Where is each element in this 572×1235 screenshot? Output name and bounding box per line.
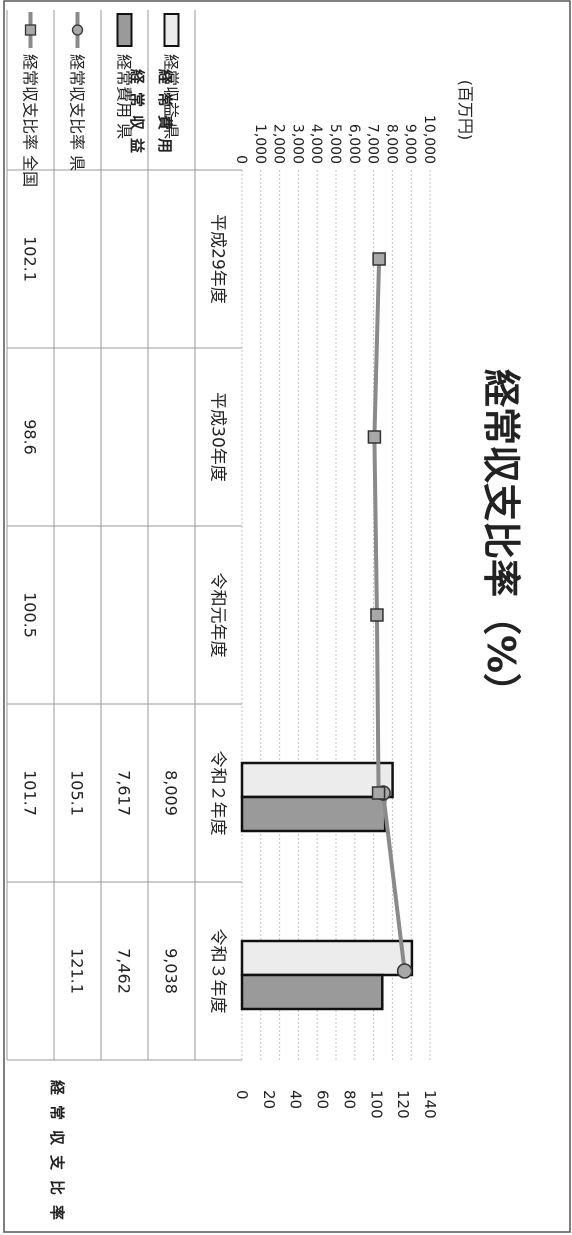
- y-left-label-revenue: 経常収益: [128, 69, 146, 161]
- point-ratio-national: [371, 786, 386, 800]
- y-left-unit: (百万円): [456, 80, 475, 141]
- y-right-tick-label: 20: [260, 1090, 278, 1109]
- bar-revenue: [240, 761, 394, 799]
- category-label: 平成29年度: [208, 214, 228, 304]
- y-right-tick-label: 140: [421, 1090, 439, 1119]
- data-label: 98.6: [21, 419, 40, 455]
- point-ratio-national: [372, 252, 386, 266]
- data-label: 102.1: [21, 236, 40, 282]
- category-label: 令和３年度: [208, 929, 228, 1014]
- y-right-tick-label: 100: [367, 1090, 385, 1119]
- point-ratio-prefecture: [396, 963, 413, 979]
- bar-cost: [240, 795, 387, 833]
- data-label: 9,038: [162, 948, 181, 994]
- category-label: 令和２年度: [208, 751, 228, 836]
- y-right-tick-label: 120: [394, 1090, 412, 1119]
- legend-swatch: [163, 13, 180, 47]
- y-left-label-cost: 経常費用: [156, 69, 174, 161]
- legend-label: 経常収支比率 県: [68, 54, 87, 171]
- line-series: [367, 252, 413, 979]
- point-ratio-national: [370, 608, 384, 622]
- bar-cost: [240, 973, 384, 1011]
- y-left-ticks: 10,0009,0008,0007,0006,0005,0004,0003,00…: [233, 115, 437, 164]
- legend-swatch: [116, 13, 133, 47]
- data-label: 101.7: [21, 770, 40, 816]
- y-left-tick-label: 4,000: [308, 124, 324, 164]
- data-label: 7,617: [115, 770, 134, 816]
- y-left-tick-label: 8,000: [383, 124, 399, 164]
- y-left-tick-label: 10,000: [421, 115, 437, 164]
- data-label: 121.1: [68, 948, 87, 994]
- y-right-tick-label: 80: [340, 1090, 358, 1109]
- category-label: 平成30年度: [208, 392, 228, 482]
- bar-revenue: [240, 939, 414, 977]
- grid-lines: [241, 170, 431, 1060]
- y-left-tick-label: 0: [233, 155, 249, 164]
- legend-marker: [71, 24, 84, 36]
- y-right-ticks: 140 120 100 80 60 40 20 0: [233, 1090, 439, 1119]
- data-label: 8,009: [162, 770, 181, 816]
- y-left-tick-label: 3,000: [289, 124, 305, 164]
- y-right-label: 経常収支比率: [48, 1080, 66, 1230]
- y-left-tick-label: 6,000: [346, 124, 362, 164]
- chart-title: 経常収支比率（%）: [479, 369, 523, 711]
- data-label: 100.5: [21, 592, 40, 638]
- legend-marker: [24, 24, 37, 36]
- data-label: 7,462: [115, 948, 134, 994]
- legend-label: 経常費用 県: [115, 54, 134, 139]
- y-left-tick-label: 9,000: [402, 124, 418, 164]
- y-left-tick-label: 7,000: [365, 124, 381, 164]
- y-left-tick-label: 1,000: [252, 124, 268, 164]
- point-ratio-national: [367, 430, 382, 444]
- y-left-tick-label: 2,000: [271, 124, 287, 164]
- line-ratio-prefecture: [381, 792, 407, 972]
- data-label: 105.1: [68, 770, 87, 816]
- legend-label: 経常収益 県: [162, 54, 181, 139]
- y-right-tick-label: 0: [233, 1090, 251, 1100]
- y-right-tick-label: 60: [314, 1090, 332, 1109]
- y-left-tick-label: 5,000: [327, 124, 343, 164]
- bar-series: [240, 761, 414, 1011]
- y-right-tick-label: 40: [287, 1090, 305, 1109]
- legend-label: 経常収支比率 全国: [21, 54, 40, 187]
- page-border: [3, 0, 571, 1233]
- category-label: 令和元年度: [208, 573, 228, 658]
- line-ratio-national: [372, 258, 382, 794]
